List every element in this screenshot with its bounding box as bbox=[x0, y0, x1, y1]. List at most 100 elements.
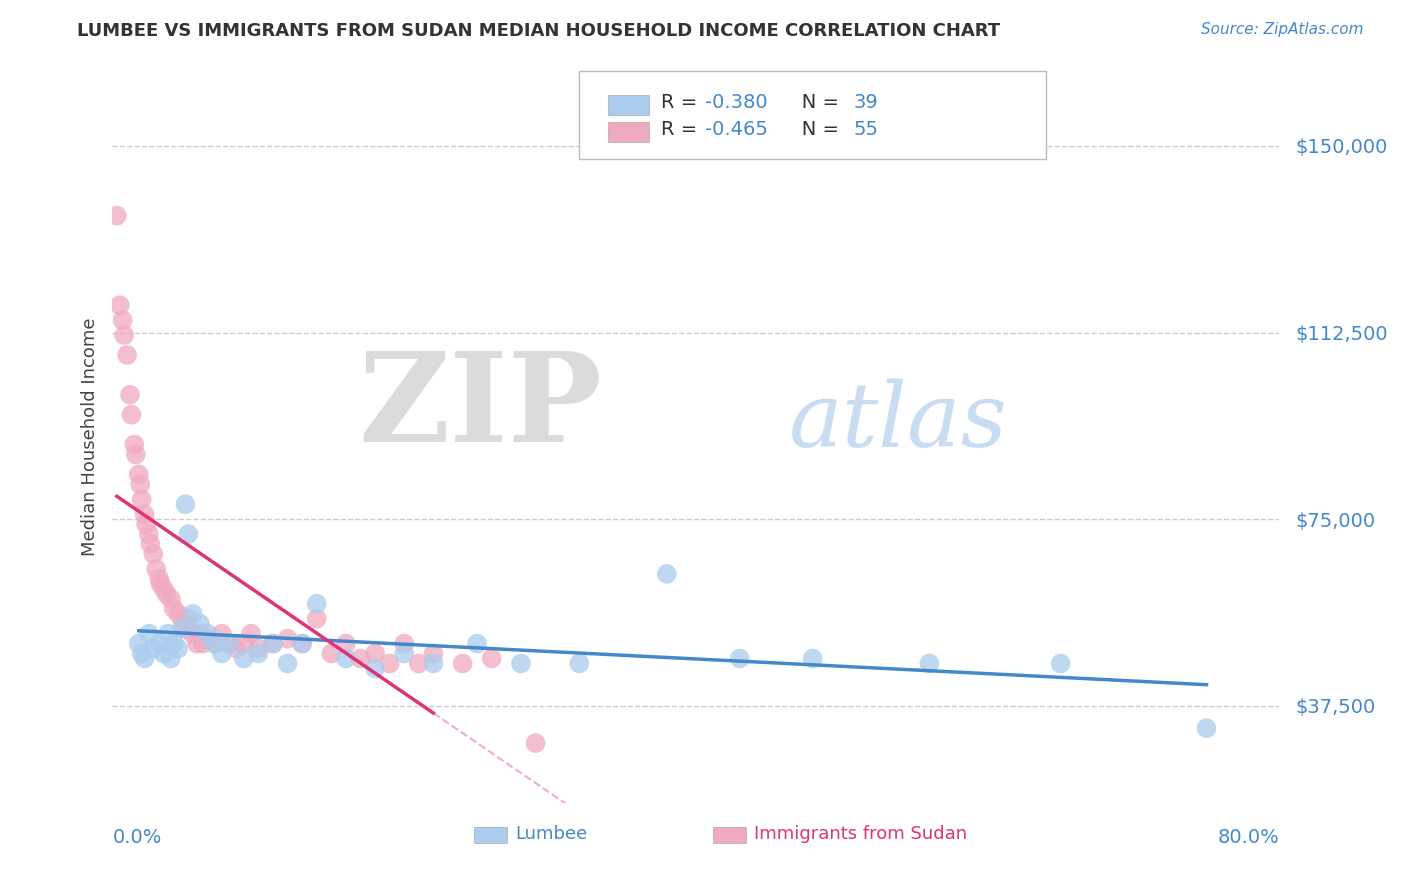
Point bbox=[364, 661, 387, 675]
Text: -0.465: -0.465 bbox=[706, 120, 768, 139]
Point bbox=[291, 636, 314, 650]
Text: 80.0%: 80.0% bbox=[1218, 828, 1279, 847]
Point bbox=[174, 622, 197, 636]
Point bbox=[728, 651, 751, 665]
Text: 39: 39 bbox=[853, 94, 879, 112]
FancyBboxPatch shape bbox=[579, 71, 1046, 159]
Point bbox=[139, 537, 162, 551]
Point bbox=[321, 647, 343, 661]
Point bbox=[918, 657, 941, 671]
Text: R =: R = bbox=[661, 120, 703, 139]
Point bbox=[152, 582, 174, 596]
Point bbox=[174, 497, 197, 511]
Text: atlas: atlas bbox=[789, 379, 1008, 466]
Point bbox=[218, 636, 240, 650]
Point bbox=[247, 647, 270, 661]
Point bbox=[191, 636, 214, 650]
Point bbox=[524, 736, 547, 750]
Point bbox=[172, 616, 194, 631]
Point bbox=[305, 612, 328, 626]
Point bbox=[160, 651, 183, 665]
Point bbox=[181, 607, 204, 621]
Point bbox=[247, 641, 270, 656]
Point bbox=[181, 626, 204, 640]
Point bbox=[129, 477, 152, 491]
Point bbox=[148, 636, 170, 650]
Point bbox=[262, 636, 284, 650]
Point bbox=[163, 636, 186, 650]
Text: Immigrants from Sudan: Immigrants from Sudan bbox=[755, 825, 967, 843]
Text: N =: N = bbox=[783, 120, 846, 139]
FancyBboxPatch shape bbox=[713, 827, 747, 843]
Point bbox=[111, 313, 134, 327]
Point bbox=[305, 597, 328, 611]
Text: -0.380: -0.380 bbox=[706, 94, 768, 112]
Point bbox=[335, 651, 357, 665]
Point bbox=[232, 651, 254, 665]
Point bbox=[204, 636, 226, 650]
Point bbox=[481, 651, 503, 665]
FancyBboxPatch shape bbox=[609, 95, 650, 115]
Text: 0.0%: 0.0% bbox=[112, 828, 162, 847]
Point bbox=[142, 547, 165, 561]
Point bbox=[134, 651, 156, 665]
Point bbox=[160, 591, 183, 606]
Point bbox=[276, 657, 298, 671]
Point bbox=[108, 298, 131, 312]
Text: ZIP: ZIP bbox=[359, 347, 603, 468]
Point bbox=[134, 507, 156, 521]
Text: Source: ZipAtlas.com: Source: ZipAtlas.com bbox=[1201, 22, 1364, 37]
Point bbox=[509, 657, 531, 671]
Point bbox=[801, 651, 824, 665]
Point bbox=[115, 348, 138, 362]
Point bbox=[335, 636, 357, 650]
Point bbox=[145, 562, 167, 576]
Point bbox=[135, 517, 157, 532]
Y-axis label: Median Household Income: Median Household Income bbox=[80, 318, 98, 557]
Point bbox=[394, 636, 416, 650]
Point bbox=[156, 626, 179, 640]
Point bbox=[211, 626, 233, 640]
Text: 55: 55 bbox=[853, 120, 879, 139]
Point bbox=[148, 572, 170, 586]
Point bbox=[167, 607, 190, 621]
Point bbox=[1195, 721, 1218, 735]
Point bbox=[378, 657, 401, 671]
Point bbox=[218, 636, 240, 650]
Point bbox=[394, 647, 416, 661]
Point bbox=[128, 636, 150, 650]
FancyBboxPatch shape bbox=[609, 122, 650, 143]
Point bbox=[177, 527, 200, 541]
Point bbox=[262, 636, 284, 650]
Point bbox=[422, 647, 444, 661]
Point bbox=[177, 612, 200, 626]
Point bbox=[125, 448, 148, 462]
Text: Lumbee: Lumbee bbox=[515, 825, 588, 843]
Point bbox=[188, 626, 211, 640]
Text: LUMBEE VS IMMIGRANTS FROM SUDAN MEDIAN HOUSEHOLD INCOME CORRELATION CHART: LUMBEE VS IMMIGRANTS FROM SUDAN MEDIAN H… bbox=[77, 22, 1001, 40]
Point bbox=[408, 657, 430, 671]
Point bbox=[451, 657, 474, 671]
Point bbox=[138, 527, 160, 541]
Point bbox=[211, 647, 233, 661]
Point bbox=[186, 636, 208, 650]
Point bbox=[138, 626, 160, 640]
Point bbox=[155, 587, 177, 601]
Point bbox=[124, 437, 146, 451]
Point bbox=[131, 492, 153, 507]
Point bbox=[225, 641, 247, 656]
Point bbox=[172, 622, 194, 636]
Point bbox=[188, 616, 211, 631]
Point bbox=[118, 388, 141, 402]
Point bbox=[152, 647, 174, 661]
Point bbox=[349, 651, 371, 665]
FancyBboxPatch shape bbox=[474, 827, 508, 843]
Point bbox=[465, 636, 488, 650]
Point bbox=[655, 566, 678, 581]
Point bbox=[128, 467, 150, 482]
Point bbox=[142, 641, 165, 656]
Point bbox=[291, 636, 314, 650]
Text: N =: N = bbox=[783, 94, 846, 112]
Point bbox=[1049, 657, 1071, 671]
Point bbox=[232, 636, 254, 650]
